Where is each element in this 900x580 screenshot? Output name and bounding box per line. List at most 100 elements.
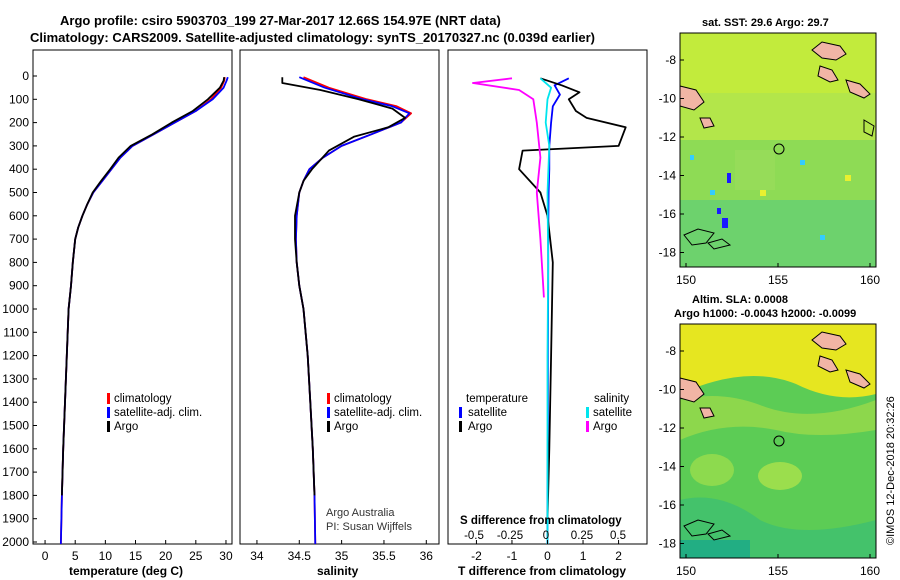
x-tick-label: 0	[42, 549, 49, 563]
series-line-satellite-adj-clim-	[294, 76, 411, 544]
x-tick-label: 15	[129, 549, 143, 563]
depth-tick-label: 2000	[2, 535, 29, 549]
figure-title-line2: Climatology: CARS2009. Satellite-adjuste…	[30, 30, 595, 45]
map-lon-label: 150	[676, 564, 696, 578]
depth-tick-label: 900	[9, 279, 29, 293]
depth-tick-label: 800	[9, 255, 29, 269]
series-line-argo	[281, 77, 407, 496]
x-tick-label: 20	[159, 549, 173, 563]
sla-map	[679, 324, 876, 558]
legend-swatch-s-argo	[586, 421, 589, 432]
map-lon-label: 150	[676, 273, 696, 287]
s-tick-label: 0.5	[610, 530, 626, 542]
legend-swatch-climatology	[107, 393, 110, 404]
series-line-climatology	[59, 77, 226, 544]
temperature-legend: climatology satellite-adj. clim. Argo	[107, 393, 202, 433]
depth-tick-label: 1600	[2, 442, 29, 456]
depth-tick-label: 1000	[2, 302, 29, 316]
legend-label-satellite: satellite-adj. clim.	[334, 407, 422, 419]
map-lat-label: -14	[659, 460, 677, 474]
legend-swatch-t-satellite	[459, 407, 462, 418]
legend-swatch-t-argo	[459, 421, 462, 432]
map-lat-label: -12	[659, 130, 677, 144]
legend-head-temperature: temperature	[466, 393, 528, 405]
map-lat-label: -18	[659, 537, 677, 551]
map-lat-label: -12	[659, 421, 677, 435]
map-lat-label: -10	[659, 383, 677, 397]
map-lon-label: 160	[860, 273, 880, 287]
temperature-panel-frame	[32, 49, 233, 545]
t-difference-axis-label: T difference from climatology	[458, 564, 626, 578]
depth-tick-label: 1400	[2, 395, 29, 409]
map-top-title: sat. SST: 29.6 Argo: 29.7	[702, 17, 829, 29]
depth-tick-label: 500	[9, 186, 29, 200]
map-lat-label: -8	[665, 53, 676, 67]
figure-title-line1: Argo profile: csiro 5903703_199 27-Mar-2…	[60, 13, 501, 28]
salinity-legend: climatology satellite-adj. clim. Argo	[327, 393, 422, 433]
map-lat-label: -16	[659, 498, 677, 512]
legend-label-t-satellite: satellite	[468, 407, 507, 419]
depth-tick-label: 400	[9, 162, 29, 176]
map-lat-label: -8	[665, 344, 676, 358]
legend-head-salinity: salinity	[594, 393, 629, 405]
x-tick-label: 25	[189, 549, 203, 563]
depth-tick-label: 1900	[2, 512, 29, 526]
temperature-axis-label: temperature (deg C)	[69, 564, 183, 578]
legend-swatch-satellite	[107, 407, 110, 418]
difference-profile-lines	[471, 77, 627, 544]
map-lat-label: -16	[659, 207, 677, 221]
map-bottom-title-line1: Altim. SLA: 0.0008	[692, 294, 788, 306]
depth-tick-label: 200	[9, 116, 29, 130]
legend-label-argo: Argo	[114, 421, 138, 433]
credit-line2: PI: Susan Wijffels	[326, 521, 412, 533]
depth-tick-label: 1200	[2, 349, 29, 363]
legend-label-climatology: climatology	[114, 393, 172, 405]
x-tick-label: 5	[72, 549, 79, 563]
x-tick-label: 1	[580, 549, 587, 563]
salinity-panel-frame	[239, 49, 440, 545]
depth-tick-label: 600	[9, 209, 29, 223]
x-tick-label: 10	[99, 549, 113, 563]
salinity-profile-lines	[281, 76, 413, 544]
legend-swatch-s-satellite	[586, 407, 589, 418]
x-tick-label: 0	[544, 549, 551, 563]
x-tick-label: 2	[615, 549, 622, 563]
series-line-salinity-argo	[471, 77, 545, 298]
series-line-salinity-satellite	[539, 77, 552, 544]
depth-tick-label: 700	[9, 232, 29, 246]
map-bottom-axes: -8 -10 -12 -14 -16 -18 150 155 160	[659, 344, 881, 578]
legend-swatch-satellite	[327, 407, 330, 418]
legend-label-t-argo: Argo	[468, 421, 492, 433]
legend-label-satellite: satellite-adj. clim.	[114, 407, 202, 419]
legend-swatch-climatology	[327, 393, 330, 404]
sst-map	[679, 33, 876, 267]
series-line-satellite-adj-clim-	[59, 76, 229, 544]
series-line-argo	[61, 77, 226, 496]
difference-legend: temperature satellite Argo salinity sate…	[459, 393, 632, 433]
depth-tick-label: 300	[9, 139, 29, 153]
depth-tick-label: 0	[22, 69, 29, 83]
map-lon-label: 155	[768, 273, 788, 287]
map-lat-label: -14	[659, 169, 677, 183]
legend-label-s-satellite: satellite	[593, 407, 632, 419]
s-tick-label: 0	[543, 530, 549, 542]
depth-tick-label: 1500	[2, 419, 29, 433]
legend-label-argo: Argo	[334, 421, 358, 433]
map-top-axes: -8 -10 -12 -14 -16 -18 150 155 160	[659, 53, 881, 287]
depth-tick-label: 100	[9, 92, 29, 106]
x-tick-label: 35.5	[372, 549, 396, 563]
x-tick-label: 30	[219, 549, 233, 563]
imos-side-label: ©IMOS 12-Dec-2018 20:32:26	[885, 396, 897, 545]
depth-tick-label: 1700	[2, 465, 29, 479]
x-tick-label: 36	[420, 549, 434, 563]
series-line-temperature-argo	[518, 77, 627, 519]
x-tick-label: -1	[507, 549, 518, 563]
t-difference-x-axis: -2 -1 0 1 2	[471, 540, 622, 563]
credit-line1: Argo Australia	[326, 507, 395, 519]
temperature-profile-lines	[59, 76, 229, 544]
s-tick-label: -0.5	[464, 530, 484, 542]
salinity-x-axis: 34 34.5 35 35.5 36	[250, 540, 433, 563]
x-tick-label: 34	[250, 549, 264, 563]
legend-label-s-argo: Argo	[593, 421, 617, 433]
